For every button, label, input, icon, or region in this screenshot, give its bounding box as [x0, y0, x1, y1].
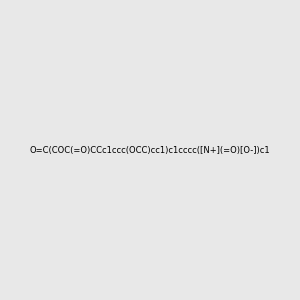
Text: O=C(COC(=O)CCc1ccc(OCC)cc1)c1cccc([N+](=O)[O-])c1: O=C(COC(=O)CCc1ccc(OCC)cc1)c1cccc([N+](=…	[30, 146, 270, 154]
